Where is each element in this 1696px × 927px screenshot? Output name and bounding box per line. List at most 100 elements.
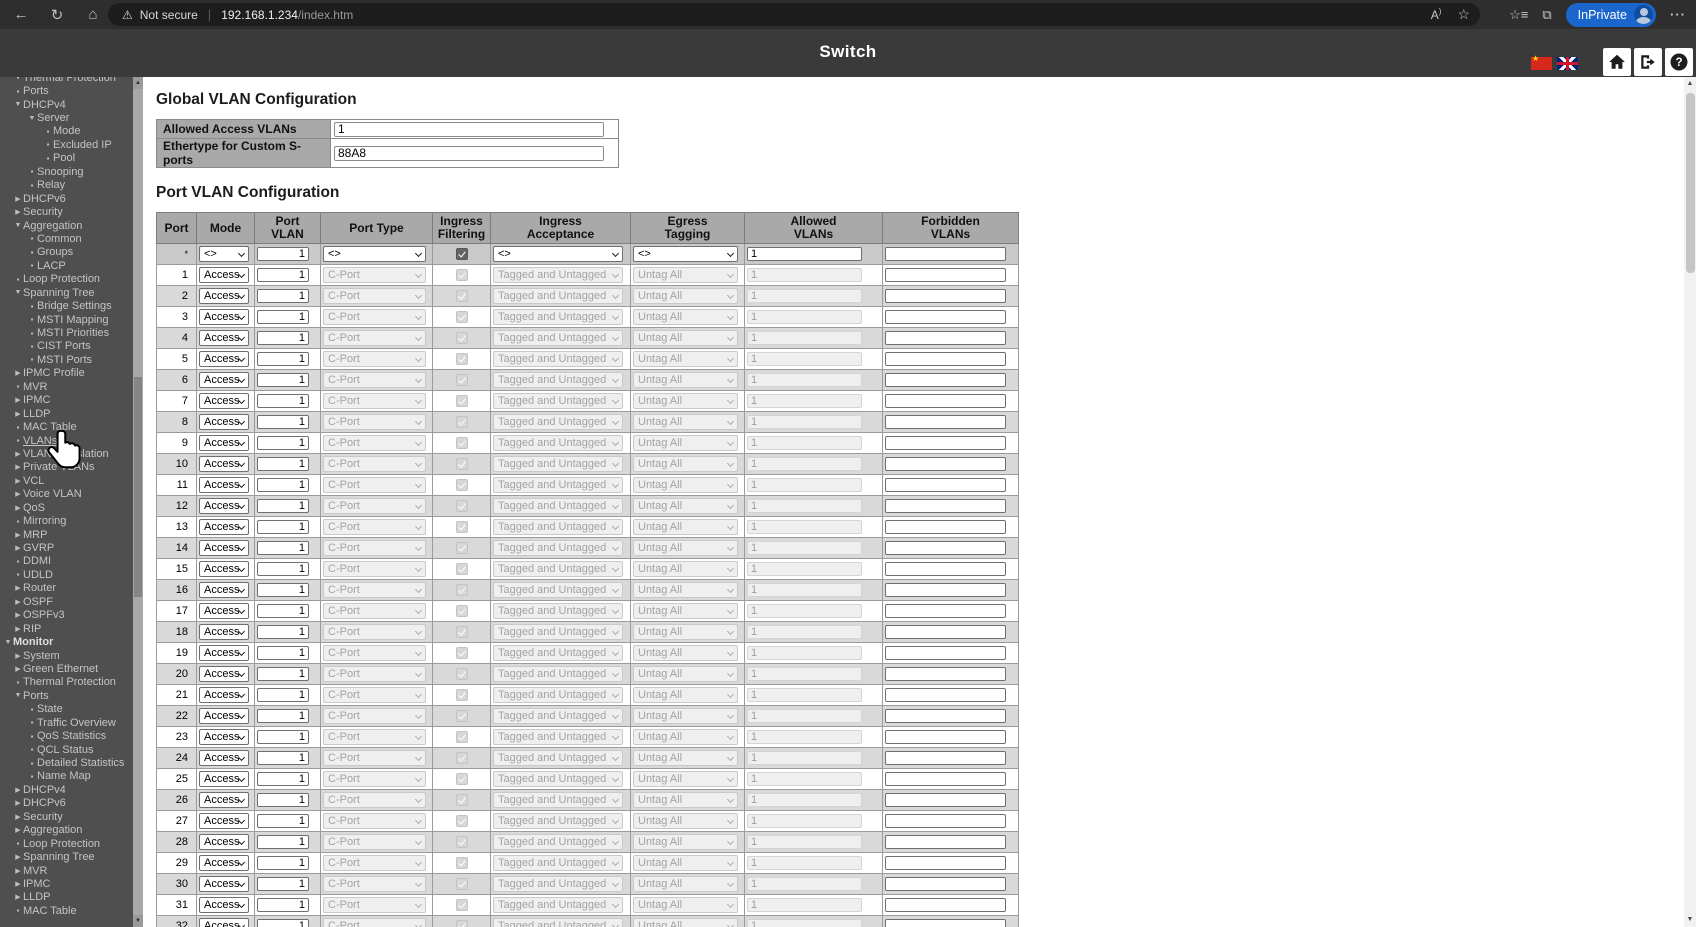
port-vlan-input[interactable] bbox=[257, 498, 309, 513]
port-vlan-input[interactable] bbox=[257, 330, 309, 345]
forbidden-vlans-input[interactable] bbox=[885, 477, 1006, 492]
sidebar-item-security[interactable]: ▶ Security bbox=[0, 810, 133, 823]
sidebar-item-dhcpv4[interactable]: ▼ DHCPv4 bbox=[0, 98, 133, 111]
mode-select[interactable]: Access bbox=[199, 770, 249, 787]
forbidden-vlans-input[interactable] bbox=[885, 708, 1006, 723]
forbidden-vlans-input[interactable] bbox=[885, 834, 1006, 849]
mode-select[interactable]: Access bbox=[199, 287, 249, 304]
forbidden-vlans-input[interactable] bbox=[885, 267, 1006, 282]
port-vlan-input[interactable] bbox=[257, 351, 309, 366]
sidebar-item-loop-protection[interactable]: ▪ Loop Protection bbox=[0, 273, 133, 286]
sidebar-item-state[interactable]: ▪ State bbox=[0, 703, 133, 716]
sidebar-item-dhcpv6[interactable]: ▶ DHCPv6 bbox=[0, 797, 133, 810]
forbidden-vlans-input[interactable] bbox=[885, 519, 1006, 534]
mode-select[interactable]: Access bbox=[199, 518, 249, 535]
scroll-down-icon[interactable]: ▼ bbox=[133, 915, 143, 927]
port-vlan-input[interactable] bbox=[257, 288, 309, 303]
forbidden-vlans-input[interactable] bbox=[885, 855, 1006, 870]
sidebar-item-mvr[interactable]: ▶ MVR bbox=[0, 864, 133, 877]
forbidden-vlans-input[interactable] bbox=[885, 414, 1006, 429]
logout-button[interactable] bbox=[1634, 48, 1662, 76]
port-vlan-input[interactable] bbox=[257, 708, 309, 723]
help-button[interactable]: ? bbox=[1665, 48, 1693, 76]
port-vlan-input[interactable] bbox=[257, 813, 309, 828]
mode-select[interactable]: Access bbox=[199, 896, 249, 913]
sidebar-item-dhcpv4[interactable]: ▶ DHCPv4 bbox=[0, 783, 133, 796]
favorite-star-icon[interactable]: ☆ bbox=[1457, 6, 1470, 22]
egress-tagging-select[interactable]: <> bbox=[633, 245, 738, 262]
allowed-vlans-input[interactable] bbox=[747, 246, 862, 261]
sidebar-item-udld[interactable]: ▪ UDLD bbox=[0, 568, 133, 581]
sidebar-item-excluded-ip[interactable]: ▪ Excluded IP bbox=[0, 138, 133, 151]
sidebar-item-monitor[interactable]: ▼ Monitor bbox=[0, 635, 133, 648]
mode-select[interactable]: Access bbox=[199, 728, 249, 745]
port-vlan-input[interactable] bbox=[257, 372, 309, 387]
language-english-flag-icon[interactable] bbox=[1557, 57, 1578, 70]
sidebar-item-mac-table[interactable]: ▪ MAC Table bbox=[0, 420, 133, 433]
port-vlan-input[interactable] bbox=[257, 855, 309, 870]
sidebar-item-vcl[interactable]: ▶ VCL bbox=[0, 474, 133, 487]
sidebar-item-thermal-protection[interactable]: ▪ Thermal Protection bbox=[0, 77, 133, 84]
ingress-acceptance-select[interactable]: <> bbox=[493, 245, 623, 262]
sidebar-item-pool[interactable]: ▪ Pool bbox=[0, 152, 133, 165]
mode-select[interactable]: <> bbox=[199, 245, 249, 262]
mode-select[interactable]: Access bbox=[199, 371, 249, 388]
collections-icon[interactable]: ⧉ bbox=[1542, 6, 1552, 22]
page-scrollbar[interactable]: ▲ ▼ bbox=[1684, 77, 1696, 927]
port-vlan-input[interactable] bbox=[257, 624, 309, 639]
port-vlan-input[interactable] bbox=[257, 750, 309, 765]
sidebar-item-ports[interactable]: ▪ Ports bbox=[0, 84, 133, 97]
sidebar-item-qos[interactable]: ▶ QoS bbox=[0, 501, 133, 514]
sidebar-item-lldp[interactable]: ▶ LLDP bbox=[0, 407, 133, 420]
sidebar-item-voice-vlan[interactable]: ▶ Voice VLAN bbox=[0, 488, 133, 501]
port-vlan-input[interactable] bbox=[257, 435, 309, 450]
sidebar-item-vlan-translation[interactable]: ▶ VLAN Translation bbox=[0, 447, 133, 460]
sidebar-item-msti-mapping[interactable]: ▪ MSTI Mapping bbox=[0, 313, 133, 326]
forbidden-vlans-input[interactable] bbox=[885, 645, 1006, 660]
sidebar-item-security[interactable]: ▶ Security bbox=[0, 205, 133, 218]
mode-select[interactable]: Access bbox=[199, 539, 249, 556]
sidebar-item-cist-ports[interactable]: ▪ CIST Ports bbox=[0, 340, 133, 353]
mode-select[interactable]: Access bbox=[199, 581, 249, 598]
forbidden-vlans-input[interactable] bbox=[885, 729, 1006, 744]
sidebar-item-mac-table[interactable]: ▪ MAC Table bbox=[0, 904, 133, 917]
sidebar-item-lacp[interactable]: ▪ LACP bbox=[0, 259, 133, 272]
mode-select[interactable]: Access bbox=[199, 812, 249, 829]
forbidden-vlans-input[interactable] bbox=[885, 603, 1006, 618]
forbidden-vlans-input[interactable] bbox=[885, 330, 1006, 345]
sidebar-item-relay[interactable]: ▪ Relay bbox=[0, 179, 133, 192]
port-vlan-input[interactable] bbox=[257, 729, 309, 744]
mode-select[interactable]: Access bbox=[199, 917, 249, 927]
forbidden-vlans-input[interactable] bbox=[885, 393, 1006, 408]
forbidden-vlans-input[interactable] bbox=[885, 918, 1006, 927]
forbidden-vlans-input[interactable] bbox=[885, 624, 1006, 639]
mode-select[interactable]: Access bbox=[199, 266, 249, 283]
forbidden-vlans-input[interactable] bbox=[885, 456, 1006, 471]
mode-select[interactable]: Access bbox=[199, 833, 249, 850]
forbidden-vlans-input[interactable] bbox=[885, 435, 1006, 450]
address-bar[interactable]: ⚠ Not secure | 192.168.1.234/index.htm A… bbox=[108, 3, 1480, 26]
port-vlan-input[interactable] bbox=[257, 666, 309, 681]
mode-select[interactable]: Access bbox=[199, 434, 249, 451]
sidebar-item-snooping[interactable]: ▪ Snooping bbox=[0, 165, 133, 178]
mode-select[interactable]: Access bbox=[199, 602, 249, 619]
sidebar-item-loop-protection[interactable]: ▪ Loop Protection bbox=[0, 837, 133, 850]
sidebar-scrollbar-thumb[interactable] bbox=[134, 377, 142, 597]
mode-select[interactable]: Access bbox=[199, 707, 249, 724]
mode-select[interactable]: Access bbox=[199, 455, 249, 472]
sidebar-item-msti-ports[interactable]: ▪ MSTI Ports bbox=[0, 353, 133, 366]
mode-select[interactable]: Access bbox=[199, 350, 249, 367]
sidebar-item-ipmc[interactable]: ▶ IPMC bbox=[0, 394, 133, 407]
sidebar-item-name-map[interactable]: ▪ Name Map bbox=[0, 770, 133, 783]
sidebar-item-thermal-protection[interactable]: ▪ Thermal Protection bbox=[0, 676, 133, 689]
mode-select[interactable]: Access bbox=[199, 875, 249, 892]
port-vlan-input[interactable] bbox=[257, 687, 309, 702]
forbidden-vlans-input[interactable] bbox=[885, 498, 1006, 513]
sidebar-item-ospf[interactable]: ▶ OSPF bbox=[0, 595, 133, 608]
mode-select[interactable]: Access bbox=[199, 476, 249, 493]
port-type-select[interactable]: <> bbox=[323, 245, 426, 262]
sidebar-item-green-ethernet[interactable]: ▶ Green Ethernet bbox=[0, 662, 133, 675]
forbidden-vlans-input[interactable] bbox=[885, 666, 1006, 681]
port-vlan-input[interactable] bbox=[257, 603, 309, 618]
inprivate-badge[interactable]: InPrivate bbox=[1565, 2, 1656, 27]
